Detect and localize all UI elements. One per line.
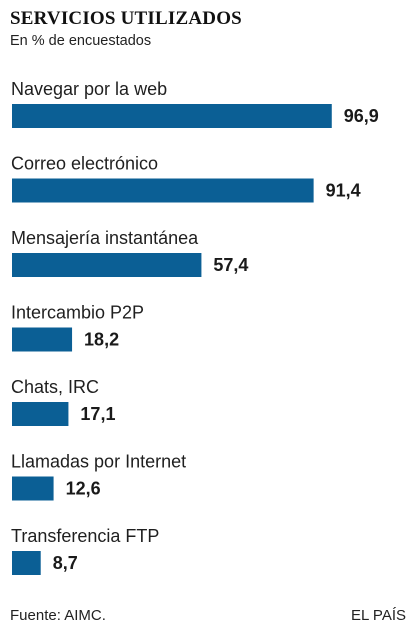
brand-logo-text: EL PAÍS: [350, 607, 406, 624]
bar: [12, 104, 332, 128]
bar: [12, 476, 54, 501]
category-label: Llamadas por Internet: [11, 452, 186, 472]
category-label: Navegar por la web: [11, 79, 167, 99]
bar: [12, 178, 314, 203]
category-label: Intercambio P2P: [11, 303, 144, 323]
chart-subtitle: En % de encuestados: [10, 33, 152, 49]
value-label: 12,6: [66, 479, 101, 499]
bar: [12, 402, 69, 426]
value-label: 57,4: [213, 255, 248, 275]
value-label: 96,9: [344, 106, 379, 126]
category-label: Correo electrónico: [11, 154, 158, 174]
category-label: Transferencia FTP: [11, 526, 159, 546]
chart-title: SERVICIOS UTILIZADOS: [10, 8, 242, 29]
bar: [12, 253, 202, 277]
value-label: 17,1: [80, 404, 115, 424]
source-note: Fuente: AIMC.: [10, 607, 106, 624]
category-label: Mensajería instantánea: [11, 228, 199, 248]
category-label: Chats, IRC: [11, 377, 99, 397]
bar: [12, 327, 73, 352]
value-label: 91,4: [326, 181, 361, 201]
value-label: 8,7: [53, 553, 78, 573]
value-label: 18,2: [84, 330, 119, 350]
bar: [12, 551, 41, 575]
